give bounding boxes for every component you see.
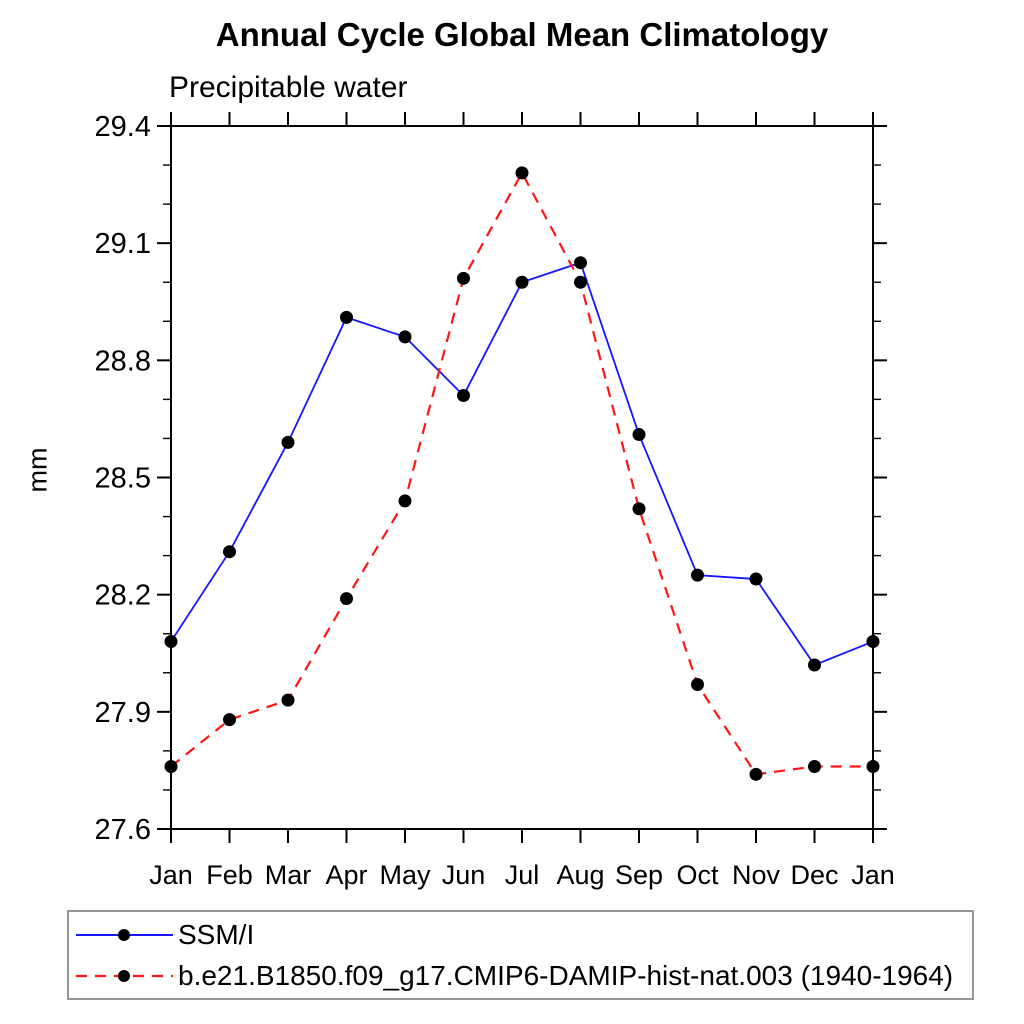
legend-label-ssmi: SSM/I (178, 918, 255, 950)
data-point-marker (632, 502, 646, 516)
data-point-marker (866, 760, 880, 774)
data-point-marker (808, 658, 821, 672)
data-point-marker (632, 428, 646, 442)
x-tick-label: Oct (676, 860, 719, 890)
chart-title: Annual Cycle Global Mean Climatology (215, 16, 829, 53)
data-point-marker (749, 767, 763, 781)
data-point-marker (457, 388, 470, 402)
y-tick-label: 27.9 (95, 697, 151, 729)
y-tick-label: 28.8 (95, 345, 151, 377)
data-point-marker (457, 271, 470, 285)
chart-subtitle: Precipitable water (169, 71, 408, 104)
legend-line-sample-dashed (76, 969, 173, 982)
series-line-1 (170, 170, 873, 776)
x-tick-label: Nov (732, 860, 781, 890)
x-tick-label: Aug (556, 860, 604, 890)
x-tick-label: Feb (206, 860, 253, 890)
y-tick-label: 28.2 (95, 580, 151, 612)
data-point-marker (164, 635, 178, 649)
legend-label-model: b.e21.B1850.f09_g17.CMIP6-DAMIP-hist-nat… (178, 959, 954, 991)
data-point-marker (574, 256, 587, 270)
legend-item-model: b.e21.B1850.f09_g17.CMIP6-DAMIP-hist-nat… (75, 955, 972, 996)
data-point-marker (340, 310, 353, 324)
data-point-marker (164, 760, 178, 774)
data-point-marker (691, 568, 704, 582)
x-tick-label: Jun (442, 860, 486, 890)
data-point-marker (398, 330, 412, 344)
data-point-marker (223, 713, 236, 727)
plot-frame (170, 125, 874, 830)
data-point-marker (281, 435, 295, 449)
x-tick-label: Mar (265, 860, 312, 890)
data-point-marker (340, 592, 353, 606)
y-tick-label: 27.6 (95, 814, 151, 846)
legend-line-sample-solid (76, 928, 173, 941)
x-tick-label: Sep (615, 860, 663, 890)
data-point-marker (808, 760, 821, 774)
data-point-marker (866, 635, 880, 649)
y-tick-label: 29.4 (95, 111, 151, 143)
x-tick-label: Jan (149, 860, 193, 890)
x-tick-label: Dec (790, 860, 838, 890)
legend-box: SSM/I b.e21.B1850.f09_g17.CMIP6-DAMIP-hi… (67, 910, 974, 1000)
x-tick-label: Jul (505, 860, 540, 890)
x-tick-label: Jan (851, 860, 895, 890)
data-point-marker (223, 545, 236, 559)
x-tick-label: Apr (325, 860, 367, 890)
data-point-marker (398, 494, 412, 508)
data-point-marker (515, 166, 529, 180)
data-point-marker (749, 572, 763, 586)
data-point-marker (574, 275, 587, 289)
data-point-marker (691, 677, 704, 691)
series-line-0 (170, 261, 874, 667)
y-tick-label: 29.1 (95, 228, 151, 260)
legend-item-ssmi: SSM/I (75, 914, 972, 955)
data-point-marker (515, 275, 529, 289)
y-tick-label: 28.5 (95, 463, 151, 495)
x-tick-label: May (379, 860, 431, 890)
data-point-marker (281, 693, 295, 707)
